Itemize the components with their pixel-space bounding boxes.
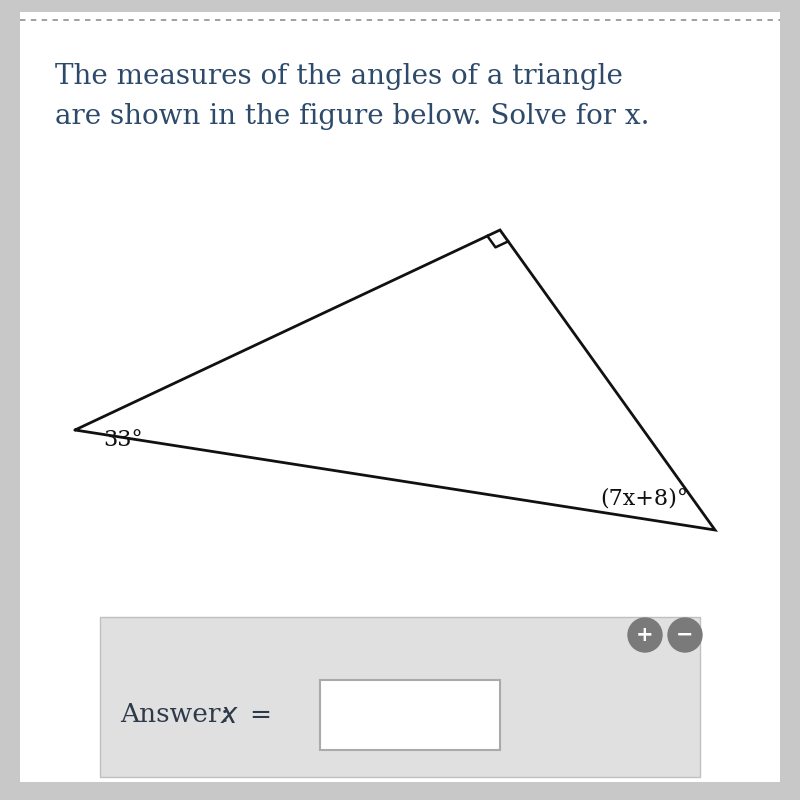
- Bar: [100, 617, 700, 777]
- Text: −: −: [676, 625, 694, 645]
- Text: +: +: [636, 625, 654, 645]
- Text: =: =: [249, 702, 271, 727]
- Text: The measures of the angles of a triangle: The measures of the angles of a triangle: [55, 63, 623, 90]
- Text: are shown in the figure below. Solve for x.: are shown in the figure below. Solve for…: [55, 103, 650, 130]
- Circle shape: [668, 618, 702, 652]
- Text: Answer:: Answer:: [120, 702, 230, 727]
- Text: (7x+8)°: (7x+8)°: [600, 487, 688, 509]
- Text: $\mathit{x}$: $\mathit{x}$: [220, 701, 240, 729]
- Circle shape: [628, 618, 662, 652]
- Text: 33°: 33°: [103, 429, 142, 451]
- Bar: [320, 680, 500, 750]
